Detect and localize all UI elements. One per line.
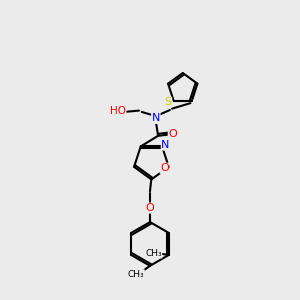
Text: CH₃: CH₃ bbox=[128, 270, 144, 279]
Text: O: O bbox=[160, 163, 169, 173]
Text: S: S bbox=[164, 97, 172, 107]
Text: O: O bbox=[146, 203, 154, 213]
Text: N: N bbox=[152, 113, 160, 123]
Text: CH₃: CH₃ bbox=[145, 249, 162, 258]
Text: N: N bbox=[161, 140, 170, 150]
Text: HO: HO bbox=[110, 106, 126, 116]
Text: O: O bbox=[168, 129, 177, 140]
